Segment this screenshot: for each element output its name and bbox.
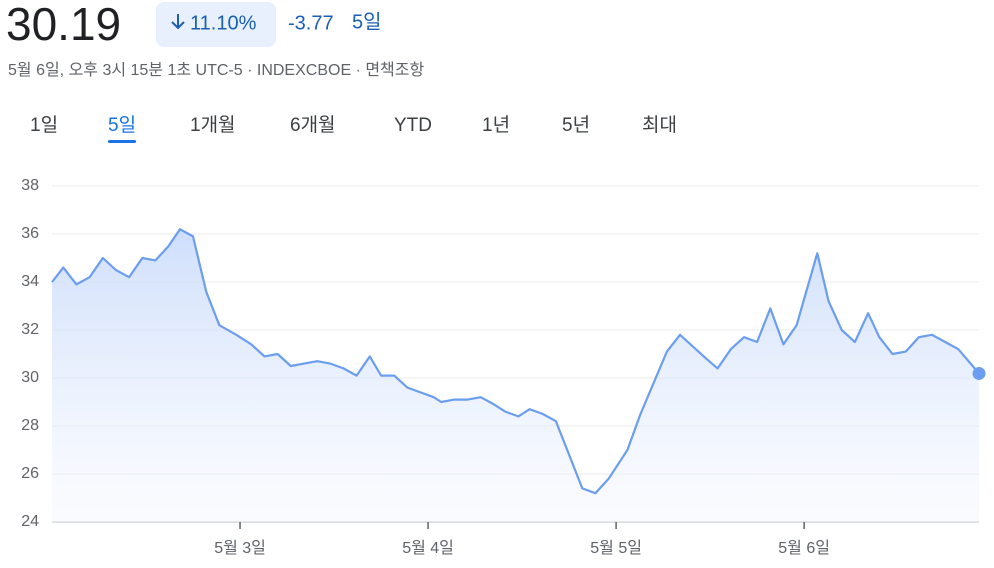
y-tick-label: 24	[21, 513, 39, 530]
tab[interactable]: 1년	[482, 114, 510, 136]
y-tick-label: 30	[21, 369, 39, 386]
period: 5일	[352, 10, 382, 33]
change: -3.77	[288, 12, 334, 34]
x-tick-label: 5월 4일	[402, 539, 454, 557]
tabs: 1일 5일 1개월 6개월 YTD 1년 5년 최대	[30, 114, 677, 143]
tab-underline	[108, 140, 137, 143]
y-tick-label: 32	[21, 321, 39, 338]
tab[interactable]: 1일	[30, 114, 58, 136]
x-tick-label: 5월 6일	[778, 539, 830, 557]
tab[interactable]: 1개월	[190, 114, 236, 136]
change-badge	[156, 2, 276, 47]
y-tick-label: 26	[21, 465, 39, 482]
tab[interactable]: 5일	[108, 114, 136, 136]
tab[interactable]: 6개월	[290, 114, 336, 136]
x-tick-label: 5월 5일	[590, 539, 642, 557]
x-tick-label: 5월 3일	[214, 539, 266, 557]
tab[interactable]: YTD	[394, 115, 432, 136]
last-point	[972, 366, 986, 380]
area-fill	[52, 229, 979, 522]
plot: 24 26 28 30 32 34 36 38 5월 3일 5월 4일 5월 5일 5월 6일	[21, 177, 986, 557]
tab[interactable]: 최대	[642, 114, 677, 136]
y-tick-label: 34	[21, 273, 39, 290]
change-percent: 11.10%	[190, 12, 257, 34]
y-tick-label: 28	[21, 417, 39, 434]
tab[interactable]: 5년	[562, 114, 590, 136]
price-line	[51, 228, 980, 495]
price: 30.19	[6, 0, 121, 50]
y-tick-label: 36	[21, 225, 39, 242]
subtitle: 5월 6일, 오후 3시 15분 1초 UTC-5 · INDEXCBOE · …	[8, 61, 424, 79]
y-tick-label: 38	[21, 177, 39, 194]
down-arrow	[171, 14, 185, 30]
